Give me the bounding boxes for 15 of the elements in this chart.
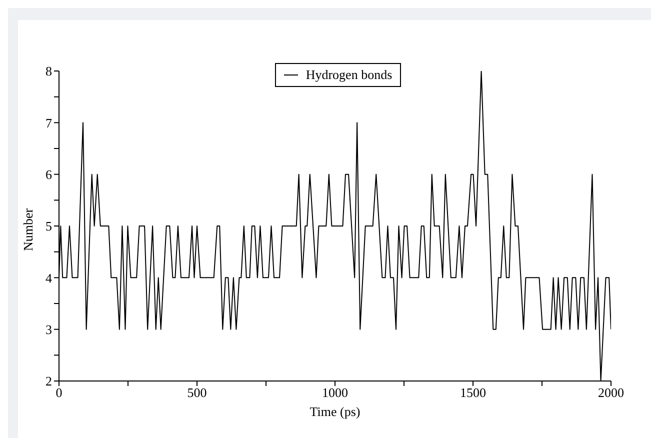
y-tick-label: 6: [46, 166, 52, 182]
x-tick-label: 1500: [460, 385, 486, 400]
x-tick-label: 500: [187, 385, 207, 400]
legend-label: Hydrogen bonds: [306, 67, 392, 83]
y-tick-label: 7: [46, 115, 52, 130]
x-axis-title: Time (ps): [310, 404, 360, 419]
y-tick-label: 8: [46, 64, 52, 79]
y-axis-title: Number: [20, 208, 36, 251]
y-tick-label: 4: [46, 270, 52, 286]
y-tick-label: 3: [46, 322, 52, 337]
y-tick-label: 2: [46, 374, 52, 389]
x-tick-label: 0: [56, 385, 62, 400]
y-tick-label: 5: [46, 218, 52, 234]
x-tick-label: 1000: [322, 385, 348, 400]
x-tick-label: 2000: [598, 385, 624, 400]
